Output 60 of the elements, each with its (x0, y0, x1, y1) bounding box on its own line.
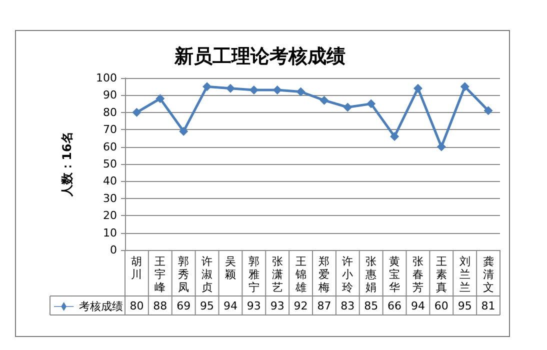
x-tick-label: 王锦雄 (294, 255, 306, 294)
point (366, 99, 376, 108)
x-tick-label: 郑爱梅 (318, 255, 330, 294)
y-tick-label: 60 (103, 140, 117, 154)
y-axis-title: 人数：16名 (60, 132, 74, 198)
point (202, 82, 212, 92)
data-label: 88 (153, 300, 168, 312)
point (390, 132, 400, 141)
y-tick-label: 50 (103, 158, 117, 170)
data-label: 85 (364, 300, 378, 312)
point (436, 142, 446, 152)
y-tick-label: 90 (103, 88, 117, 102)
point (132, 108, 142, 117)
data-label: 93 (270, 300, 284, 312)
x-tick-label: 许小玲 (342, 255, 354, 294)
data-label: 69 (176, 300, 191, 312)
point (296, 87, 306, 96)
point (156, 94, 165, 104)
point (484, 106, 493, 116)
y-tick-label: 40 (103, 174, 117, 188)
data-label: 81 (481, 300, 496, 312)
x-tick-label: 王素真 (436, 255, 447, 294)
data-label: 83 (340, 300, 355, 312)
x-tick-label: 张惠娟 (364, 255, 377, 294)
y-tick-label: 80 (103, 106, 117, 119)
y-tick-label: 10 (103, 226, 117, 240)
chart-title: 新员工理论考核成绩 (174, 46, 346, 68)
y-tick-label: 30 (103, 192, 117, 205)
x-tick-label: 龚清文 (482, 255, 494, 294)
data-label: 95 (200, 300, 214, 312)
x-tick-label: 张潇艺 (272, 255, 283, 294)
point (179, 126, 188, 136)
x-tick-label: 郭雅宁 (248, 255, 260, 294)
point (320, 96, 329, 105)
data-label: 94 (223, 300, 238, 312)
point (413, 84, 422, 93)
data-label: 94 (410, 300, 425, 312)
y-tick-label: 70 (103, 123, 117, 136)
data-label: 87 (317, 300, 332, 312)
point (460, 82, 470, 92)
point (343, 102, 352, 112)
data-label: 95 (458, 300, 472, 312)
data-label: 60 (434, 300, 448, 312)
legend-label: 考核成绩 (78, 300, 123, 313)
data-label: 93 (246, 300, 261, 312)
y-tick-label: 100 (96, 72, 117, 84)
x-tick-label: 王宇峰 (154, 255, 166, 294)
x-tick-label: 郭秀凤 (178, 255, 190, 294)
data-label: 66 (388, 300, 402, 312)
x-tick-label: 刘兰兰 (459, 255, 470, 294)
x-tick-label: 张春芳 (412, 255, 424, 294)
point (226, 84, 235, 93)
x-tick-label: 吴颖 (224, 255, 236, 281)
y-tick-label: 20 (103, 209, 117, 222)
y-tick-label: 0 (110, 244, 117, 256)
x-tick-label: 胡川 (131, 255, 142, 281)
data-label: 92 (294, 300, 308, 312)
x-tick-label: 黄宝华 (389, 255, 400, 294)
data-label: 80 (130, 300, 144, 312)
x-tick-label: 许淑贞 (202, 255, 213, 294)
